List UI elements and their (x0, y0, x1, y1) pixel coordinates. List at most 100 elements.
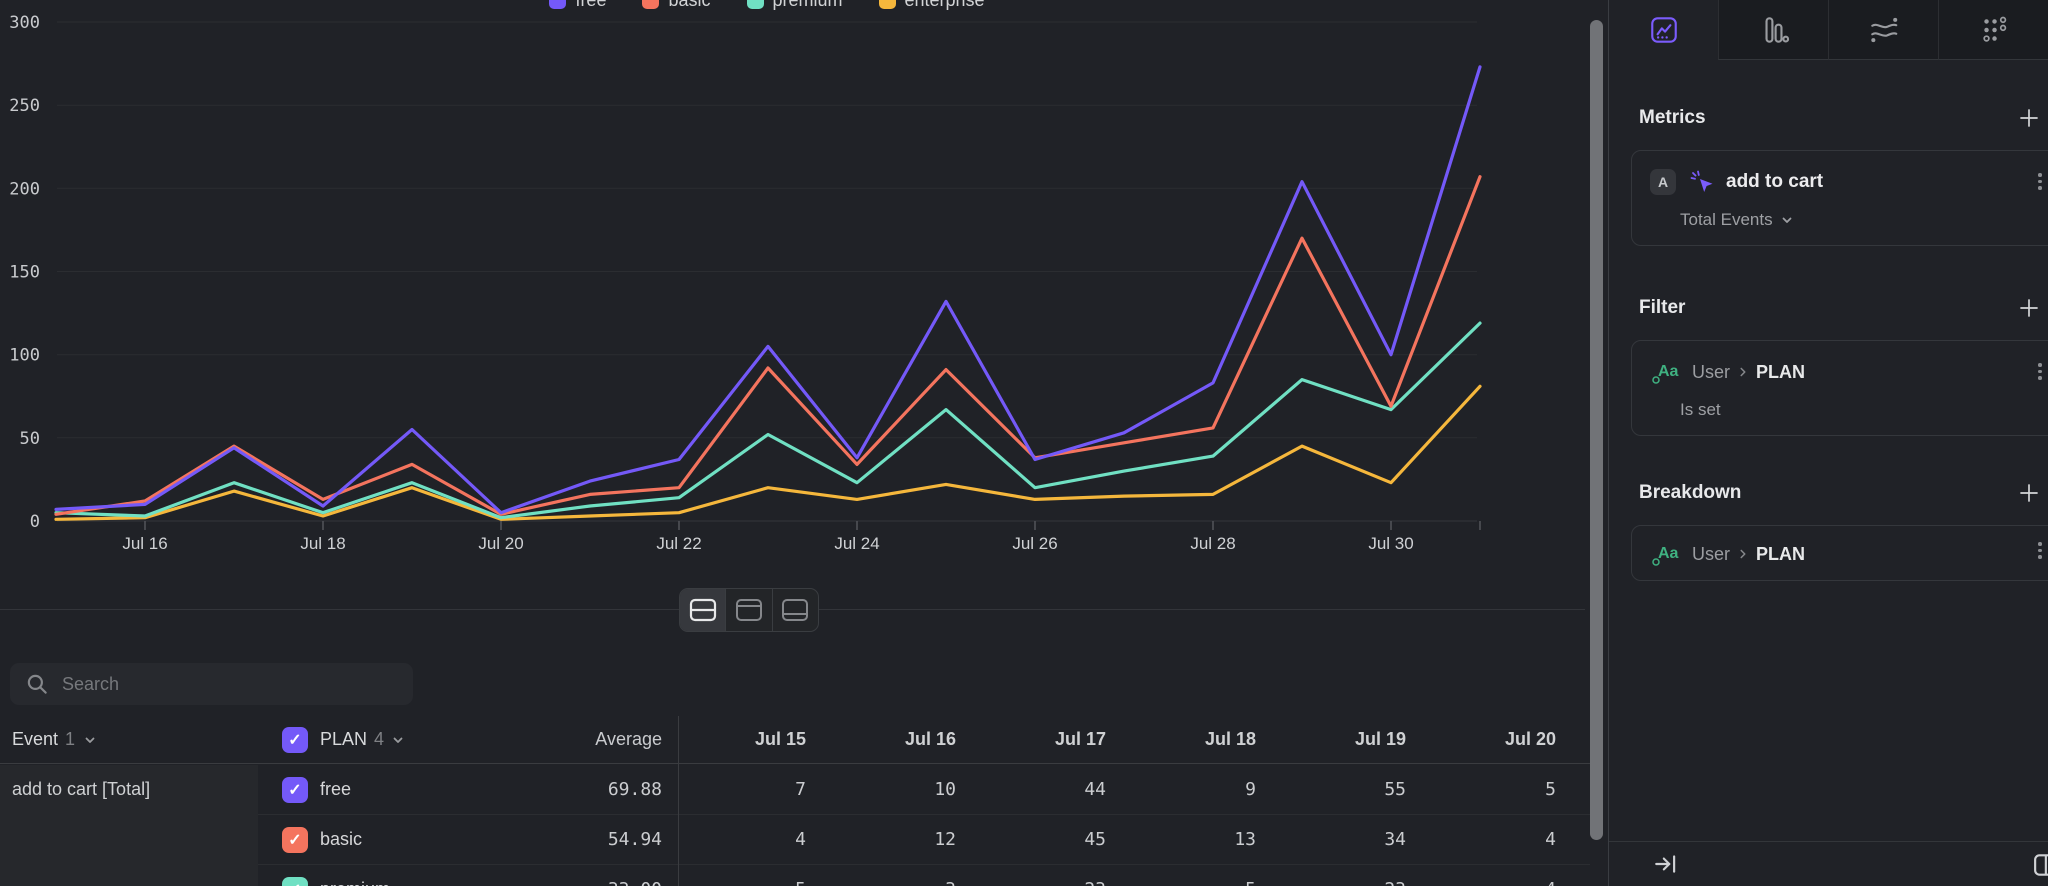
tab-funnels[interactable] (1718, 0, 1828, 60)
breakdown-options-menu[interactable] (2038, 542, 2042, 559)
add-metric-button[interactable] (2016, 105, 2042, 136)
metric-group-cell[interactable]: add to cart [Total] (0, 765, 258, 886)
tab-insights[interactable] (1609, 0, 1718, 60)
svg-text:Aa: Aa (1658, 363, 1679, 380)
layout-split-equal-button[interactable] (680, 589, 726, 631)
plan-select-all-checkbox[interactable]: ✓ (282, 726, 308, 753)
value-cell: 34 (1384, 829, 1406, 850)
value-cell: 23 (978, 879, 1128, 886)
add-breakdown-button[interactable] (2016, 480, 2042, 511)
value-cell: 5 (1545, 779, 1556, 800)
legend-item-free[interactable]: free (549, 0, 606, 11)
tab-flows[interactable] (1828, 0, 1938, 60)
search-input[interactable]: Search (10, 663, 413, 705)
row-checkbox[interactable]: ✓ (282, 826, 308, 853)
breakdown-title: Breakdown (1639, 482, 1742, 503)
row-label: basic (320, 829, 363, 849)
chevron-down-icon (1782, 217, 1792, 223)
table-row-free: ✓ free 69.88 7 10 44 9 55 5 (258, 765, 1590, 815)
add-filter-button[interactable] (2016, 295, 2042, 326)
event-header-label: Event (12, 729, 59, 749)
breakdown-scope: User (1692, 543, 1731, 564)
chevron-right-icon (1740, 367, 1746, 377)
filter-scope: User (1692, 361, 1731, 382)
value-cell: 4 (1428, 879, 1578, 886)
line-chart: 0 50 100 150 200 250 300 Jul 16 Jul 18 Jul 20 Jul … (9, 13, 1482, 553)
filter-operator[interactable]: Is set (1680, 398, 1721, 422)
row-checkbox[interactable]: ✓ (282, 876, 308, 886)
legend-swatch (878, 0, 896, 9)
value-cell: 45 (1084, 829, 1106, 850)
metric-options-menu[interactable] (2038, 173, 2042, 190)
legend-label: basic (668, 0, 711, 10)
layout-toggle (679, 588, 819, 632)
filter-title: Filter (1639, 297, 1686, 318)
svg-text:250: 250 (9, 96, 40, 116)
metrics-title: Metrics (1639, 107, 1706, 128)
measure-dropdown[interactable]: Total Events (1680, 208, 1795, 232)
layout-expand-chart-button[interactable] (725, 589, 771, 631)
collapse-panel-button[interactable] (1653, 851, 1679, 882)
date-column-header: Jul 15 (754, 729, 806, 749)
filter-options-menu[interactable] (2038, 363, 2042, 380)
date-column-header: Jul 18 (1204, 729, 1256, 749)
row-checkbox[interactable]: ✓ (282, 776, 308, 803)
legend-item-premium[interactable]: premium (746, 0, 843, 11)
value-cell: 12 (934, 829, 956, 850)
split-panel-icon (2034, 854, 2048, 876)
average-column-header: Average (595, 729, 662, 749)
value-cell: 5 (1128, 879, 1278, 886)
legend-item-enterprise[interactable]: enterprise (878, 0, 985, 11)
chart-and-table-panel: free basic premium enterprise 0 50 100 150 200 2… (0, 0, 1590, 886)
legend-item-basic[interactable]: basic (642, 0, 711, 11)
table-header-row: Event 1 ✓ PLAN 4 Average Jul 15 Jul 16 Jul… (0, 716, 1590, 764)
layout-expand-table-button[interactable] (771, 589, 818, 631)
date-column-header: Jul 19 (1354, 729, 1406, 749)
filter-section-header: Filter (1639, 294, 2048, 322)
value-cell: 3 (828, 879, 978, 886)
filter-card[interactable]: Aa User PLAN Is set (1631, 340, 2048, 436)
filter-card-main-row: Aa User PLAN (1650, 358, 1805, 386)
plan-header-label: PLAN (320, 729, 368, 749)
svg-text:Jul 30: Jul 30 (1368, 534, 1413, 553)
metric-series-badge: A (1650, 169, 1676, 195)
svg-text:Jul 26: Jul 26 (1012, 534, 1057, 553)
breakdown-card-main-row: Aa User PLAN (1650, 540, 1805, 568)
split-equal-icon (689, 598, 716, 622)
value-cell: 44 (1084, 779, 1106, 800)
date-column-header: Jul 20 (1504, 729, 1556, 749)
insights-line-chart-icon (1650, 17, 1677, 43)
value-cell: 7 (795, 779, 806, 800)
table-row-premium: ✓premium33.0053235234 (258, 865, 1590, 886)
chevron-down-icon (85, 737, 95, 743)
event-column-header[interactable]: Event 1 (0, 729, 258, 750)
svg-text:Aa: Aa (1658, 545, 1679, 562)
measure-label: Total Events (1680, 210, 1773, 229)
row-average: 54.94 (607, 829, 662, 850)
chevron-down-icon[interactable] (390, 732, 406, 748)
text-property-icon: Aa (1652, 545, 1679, 566)
date-column-header: Jul 16 (904, 729, 956, 749)
svg-text:300: 300 (9, 13, 40, 33)
top-small-split-icon (735, 599, 762, 621)
legend-swatch (549, 0, 567, 9)
svg-text:100: 100 (9, 346, 40, 366)
column-divider (678, 716, 679, 886)
date-columns: Jul 15 Jul 16 Jul 17 Jul 18 Jul 19 Jul 20 (678, 729, 1578, 750)
vertical-scrollbar[interactable] (1590, 20, 1603, 840)
row-average: 33.00 (608, 879, 662, 886)
chevron-right-icon (1740, 549, 1746, 559)
svg-text:50: 50 (20, 429, 40, 449)
value-cell: 23 (1278, 879, 1428, 886)
row-label: free (320, 779, 352, 799)
breakdown-card[interactable]: Aa User PLAN (1631, 525, 2048, 581)
value-cell: 5 (678, 879, 828, 886)
plan-cell: ✓ premium 33.00 (258, 876, 678, 886)
svg-text:0: 0 (30, 512, 40, 532)
tab-retention[interactable] (1938, 0, 2048, 60)
split-panel-button[interactable] (2033, 852, 2048, 883)
value-cell: 10 (934, 779, 956, 800)
metric-card[interactable]: A add to cart Total Events (1631, 150, 2048, 246)
svg-text:200: 200 (9, 179, 40, 199)
metric-group-label: add to cart [Total] (12, 779, 151, 799)
